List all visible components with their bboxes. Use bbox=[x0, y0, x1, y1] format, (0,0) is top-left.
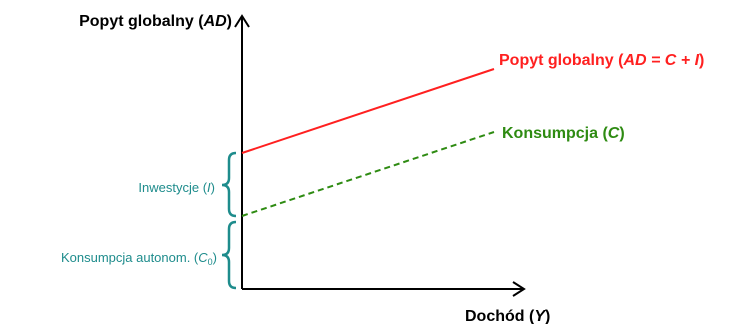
y-axis-label: Popyt globalny (AD) bbox=[79, 13, 232, 30]
x-axis-label: Dochód (Y) bbox=[465, 308, 550, 324]
ad-line-label: Popyt globalny (AD = C + I) bbox=[499, 52, 704, 69]
investment-label: Inwestycje (I) bbox=[138, 180, 215, 195]
ad-line bbox=[241, 68, 495, 154]
y-axis-arrow-icon bbox=[234, 14, 250, 28]
x-axis-arrow-icon bbox=[512, 281, 526, 297]
consumption-line-label: Konsumpcja (C) bbox=[502, 125, 625, 142]
autonomous-brace bbox=[221, 220, 237, 290]
autonomous-consumption-label: Konsumpcja autonom. (C0) bbox=[61, 250, 217, 267]
consumption-line bbox=[241, 131, 495, 217]
investment-brace bbox=[221, 151, 237, 218]
